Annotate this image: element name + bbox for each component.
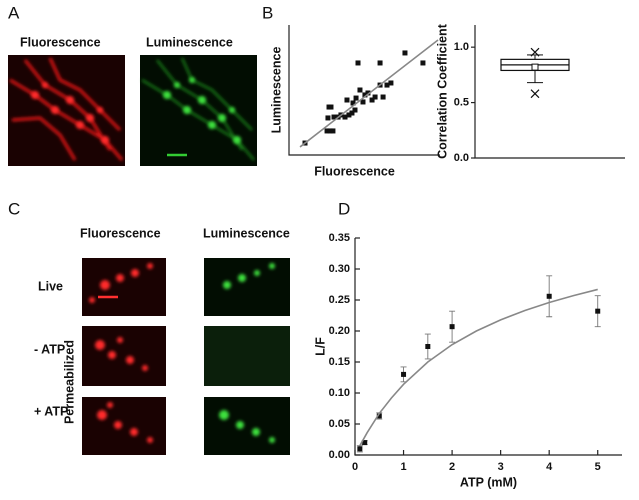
y-tick-label: 0.20: [329, 325, 350, 337]
y-axis-label: L/F: [313, 337, 327, 356]
point: [377, 60, 383, 66]
row-label: Live: [38, 279, 63, 293]
point: [355, 60, 361, 66]
point: [357, 446, 363, 452]
row-label: + ATP: [34, 404, 68, 418]
point: [595, 308, 601, 314]
y-axis-label: Correlation Coefficient: [435, 23, 449, 159]
point: [325, 115, 331, 121]
point: [388, 80, 394, 86]
axes: [354, 238, 622, 456]
point: [384, 82, 390, 88]
y-tick-label: 0.5: [454, 96, 469, 108]
point: [350, 100, 356, 106]
point: [372, 94, 378, 100]
point: [369, 97, 375, 103]
point: [324, 128, 330, 134]
panel-label: D: [338, 199, 350, 218]
point: [353, 95, 359, 101]
y-tick-label: 0.05: [329, 418, 350, 430]
image-title: Luminescence: [146, 35, 233, 49]
row-label: - ATP: [34, 342, 65, 356]
y-tick-label: 0.00: [329, 449, 350, 461]
point: [425, 344, 431, 349]
fit-line: [359, 288, 598, 447]
micrograph-red: [8, 55, 125, 166]
point: [330, 128, 336, 134]
y-tick-label: 0.25: [329, 294, 350, 306]
point: [376, 413, 382, 419]
x-tick-label: 0: [352, 461, 358, 473]
y-tick-label: 0.0: [454, 152, 469, 164]
point: [362, 440, 368, 446]
point: [402, 50, 408, 56]
group-label: Permeabilized: [62, 340, 76, 424]
axes: [288, 25, 440, 156]
image-title: Luminescence: [203, 226, 290, 240]
micrograph-green: [140, 55, 257, 166]
point: [342, 114, 348, 120]
x-axis-label: Fluorescence: [314, 164, 395, 178]
point: [380, 94, 386, 100]
panel-label: C: [8, 199, 20, 218]
point: [360, 99, 366, 105]
point: [546, 293, 552, 299]
y-tick-label: 0.15: [329, 356, 350, 368]
micrograph-grid: [82, 258, 290, 455]
point: [327, 128, 333, 134]
fit-line: [299, 39, 439, 148]
outlier: [530, 47, 540, 57]
x-tick-label: 3: [498, 461, 504, 473]
y-tick-label: 1.0: [454, 41, 469, 53]
point: [420, 60, 426, 66]
point: [449, 324, 455, 330]
point: [401, 371, 407, 377]
point: [344, 97, 350, 103]
x-tick-label: 1: [400, 461, 406, 473]
outlier: [530, 89, 540, 99]
y-tick-label: 0.30: [329, 263, 350, 275]
x-axis-label: ATP (mM): [460, 475, 517, 489]
point: [328, 104, 334, 110]
point: [362, 92, 368, 98]
panel-label: B: [262, 3, 273, 22]
point: [349, 110, 355, 116]
point: [346, 112, 352, 118]
x-tick-label: 4: [546, 461, 553, 473]
point: [352, 107, 358, 113]
point: [365, 90, 371, 96]
x-tick-label: 2: [449, 461, 455, 473]
y-axis-label: Luminescence: [269, 47, 283, 134]
x-tick-label: 5: [595, 461, 601, 473]
image-title: Fluorescence: [80, 226, 161, 240]
point: [357, 87, 363, 93]
y-tick-label: 0.10: [329, 387, 350, 399]
image-title: Fluorescence: [20, 35, 101, 49]
panel-label: A: [8, 3, 20, 22]
axes: [474, 25, 625, 159]
point: [331, 114, 337, 120]
mean: [531, 63, 539, 71]
y-tick-label: 0.35: [329, 232, 350, 244]
